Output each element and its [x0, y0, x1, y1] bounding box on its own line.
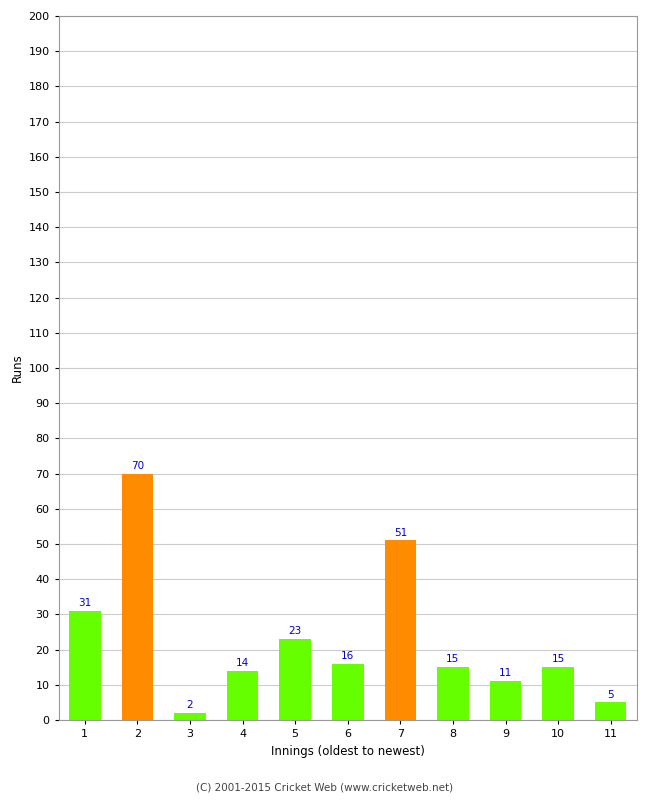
- Bar: [542, 667, 574, 720]
- Bar: [385, 541, 416, 720]
- Text: 15: 15: [447, 654, 460, 664]
- Bar: [280, 639, 311, 720]
- Text: 15: 15: [551, 654, 565, 664]
- Bar: [332, 664, 363, 720]
- Text: 11: 11: [499, 669, 512, 678]
- Text: 16: 16: [341, 651, 354, 661]
- Text: 5: 5: [607, 690, 614, 699]
- Text: 2: 2: [187, 700, 193, 710]
- Bar: [227, 670, 258, 720]
- Text: 14: 14: [236, 658, 249, 668]
- Text: 51: 51: [394, 528, 407, 538]
- Y-axis label: Runs: Runs: [11, 354, 24, 382]
- Bar: [489, 682, 521, 720]
- Bar: [69, 611, 101, 720]
- Bar: [595, 702, 627, 720]
- Text: 23: 23: [289, 626, 302, 636]
- Bar: [122, 474, 153, 720]
- Text: (C) 2001-2015 Cricket Web (www.cricketweb.net): (C) 2001-2015 Cricket Web (www.cricketwe…: [196, 782, 454, 792]
- Text: 70: 70: [131, 461, 144, 470]
- X-axis label: Innings (oldest to newest): Innings (oldest to newest): [271, 745, 424, 758]
- Bar: [437, 667, 469, 720]
- Text: 31: 31: [78, 598, 92, 608]
- Bar: [174, 713, 206, 720]
